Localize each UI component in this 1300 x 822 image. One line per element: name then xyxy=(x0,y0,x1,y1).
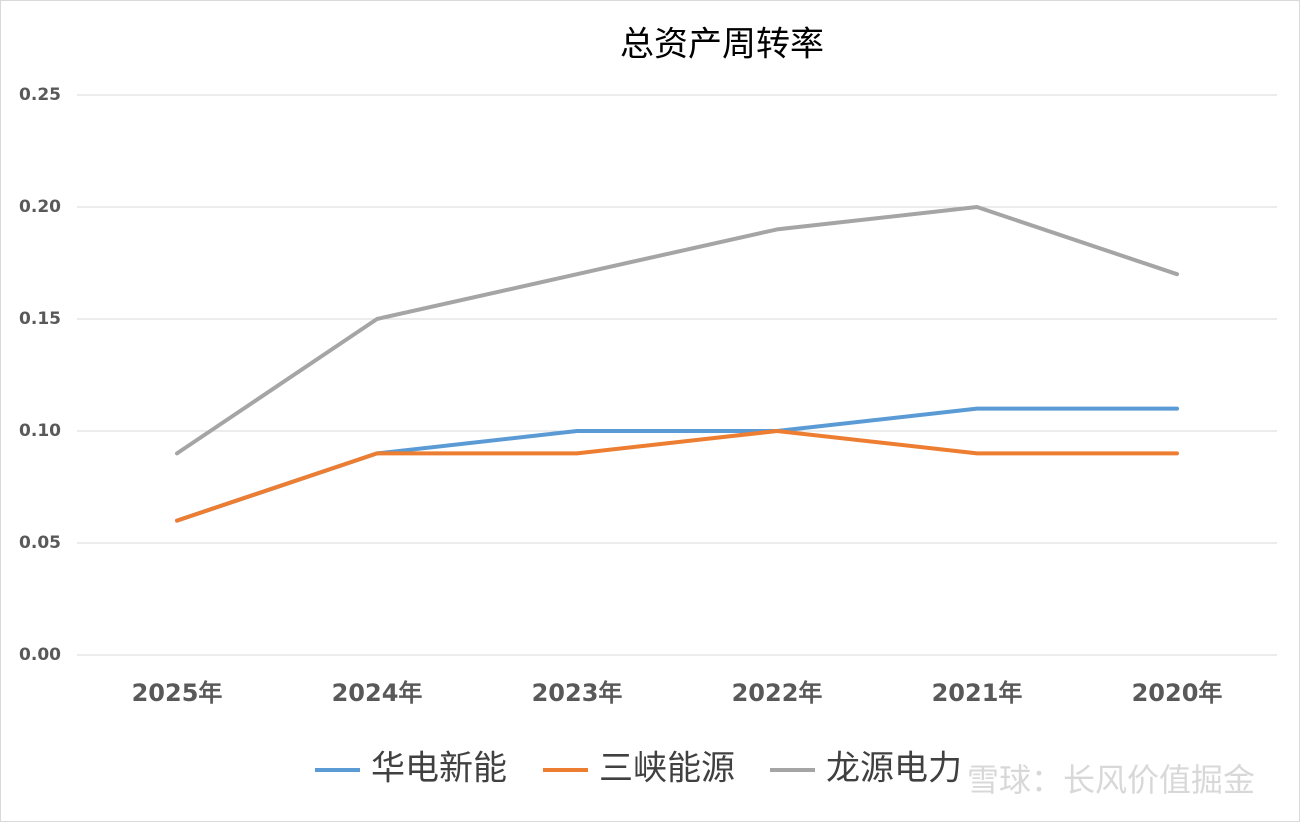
y-tick-label: 0.25 xyxy=(19,85,61,105)
y-tick-label: 0.20 xyxy=(19,197,61,217)
y-tick-label: 0.15 xyxy=(19,309,61,329)
y-tick-label: 0.10 xyxy=(19,421,61,441)
x-tick-label: 2021年 xyxy=(932,679,1023,707)
legend-label: 龙源电力 xyxy=(826,749,962,789)
chart-title: 总资产周转率 xyxy=(620,25,824,65)
series-line xyxy=(175,429,1179,523)
x-tick-label: 2022年 xyxy=(732,679,823,707)
x-tick-label: 2020年 xyxy=(1132,679,1223,707)
x-tick-label: 2024年 xyxy=(332,679,423,707)
legend-label: 华电新能 xyxy=(371,749,507,789)
y-tick-label: 0.00 xyxy=(19,645,61,665)
legend-item: 华电新能 xyxy=(315,749,507,789)
watermark: 雪球：长风价值掘金 xyxy=(967,761,1255,799)
series-line xyxy=(175,205,1179,456)
y-tick-label: 0.05 xyxy=(19,533,61,553)
x-tick-label: 2023年 xyxy=(532,679,623,707)
legend-item: 三峡能源 xyxy=(543,749,735,789)
x-tick-label: 2025年 xyxy=(132,679,223,707)
legend-item: 龙源电力 xyxy=(770,749,962,789)
legend-label: 三峡能源 xyxy=(599,749,735,789)
